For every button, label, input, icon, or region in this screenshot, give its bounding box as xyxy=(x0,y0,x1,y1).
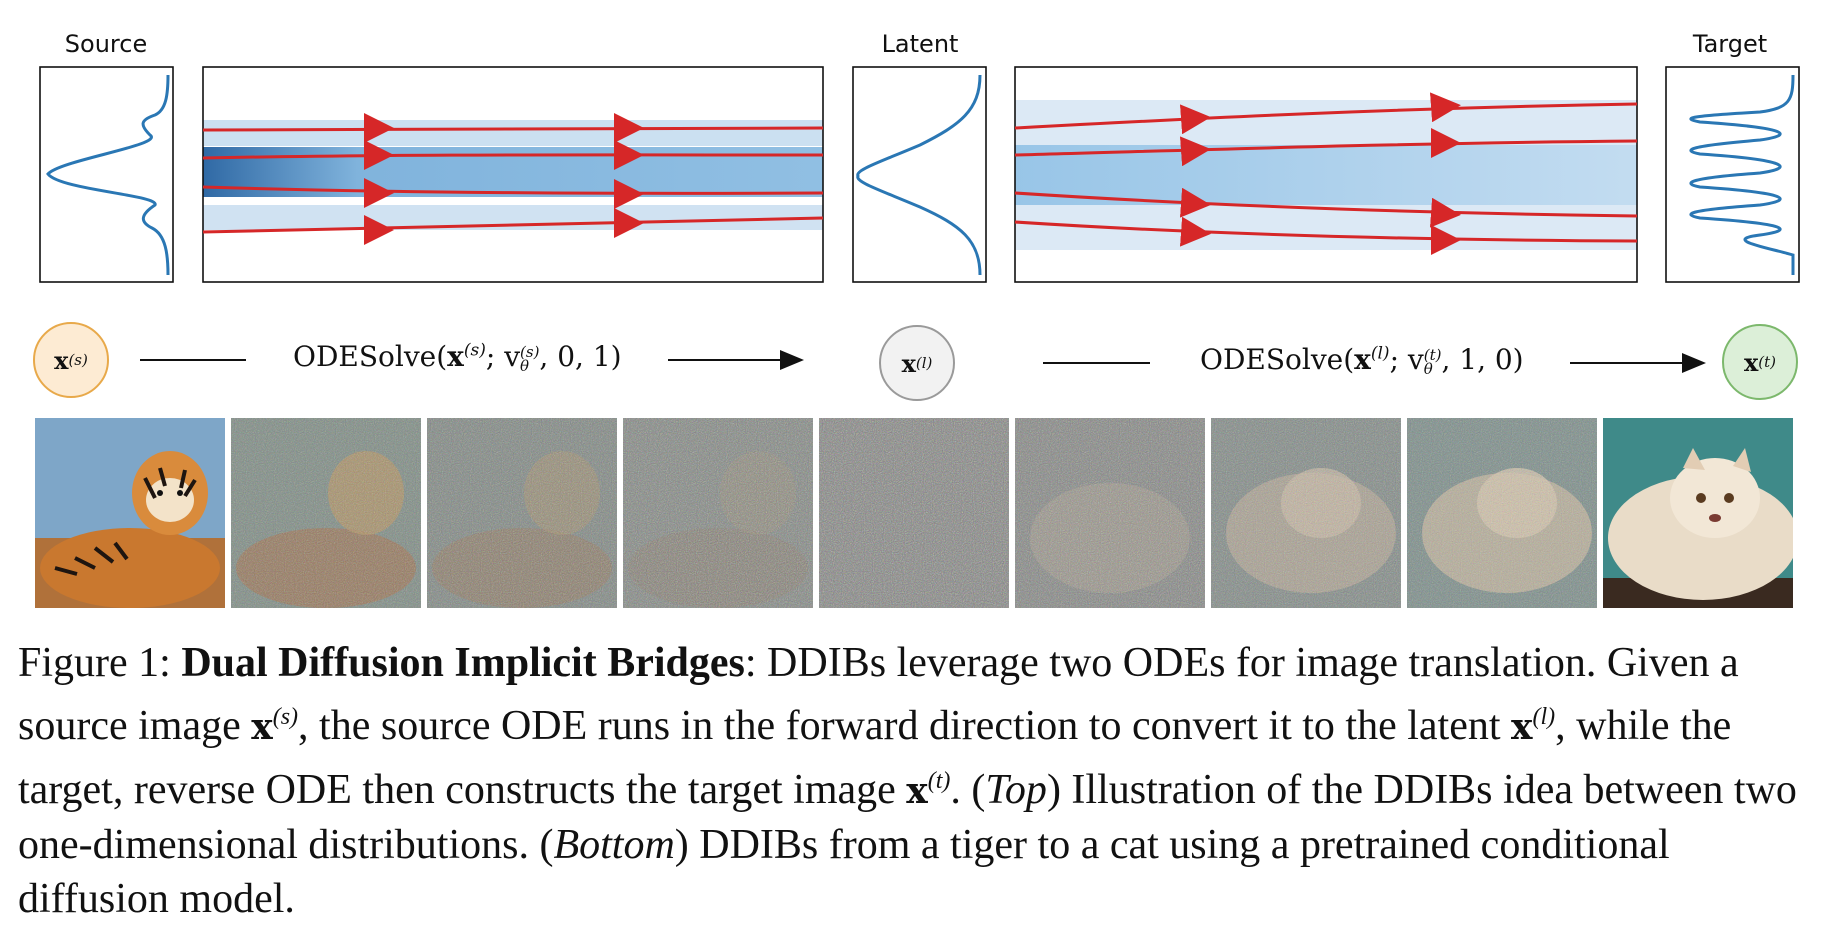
latent-density-curve xyxy=(856,74,982,276)
frame-noisy-tiger-3 xyxy=(623,418,813,608)
middle-connectors xyxy=(140,350,1706,373)
target-density-curve xyxy=(1689,74,1795,275)
node-source: x (s) xyxy=(33,322,109,398)
right-flow-field xyxy=(1014,66,1638,283)
frame-cat xyxy=(1603,418,1793,608)
node-target: x (t) xyxy=(1722,324,1798,400)
frame-noisy-tiger-1 xyxy=(231,418,421,608)
latent-density-box xyxy=(852,66,987,283)
frame-pure-noise xyxy=(819,418,1009,608)
ode-solve-reverse: ODESolve(x(l); v (t) θ, 1, 0) xyxy=(1200,343,1524,378)
frame-noisy-cat-2 xyxy=(1211,418,1401,608)
figure-caption: Figure 1: Dual Diffusion Implicit Bridge… xyxy=(18,640,1797,922)
frame-noisy-tiger-2 xyxy=(427,418,617,608)
left-flow-field xyxy=(202,66,824,283)
frame-noisy-cat-3 xyxy=(1015,418,1205,608)
target-label: Target xyxy=(1692,30,1768,58)
source-density-curve xyxy=(46,74,170,276)
latent-label: Latent xyxy=(881,30,959,58)
frame-noisy-cat-1 xyxy=(1407,418,1597,608)
top-illustration xyxy=(39,66,1800,283)
source-density-box xyxy=(39,66,174,283)
node-latent: x (l) xyxy=(879,325,955,401)
ode-solve-forward: ODESolve(x(s); v (s) θ, 0, 1) xyxy=(293,340,622,375)
source-label: Source xyxy=(64,30,148,58)
frame-tiger xyxy=(35,418,225,608)
